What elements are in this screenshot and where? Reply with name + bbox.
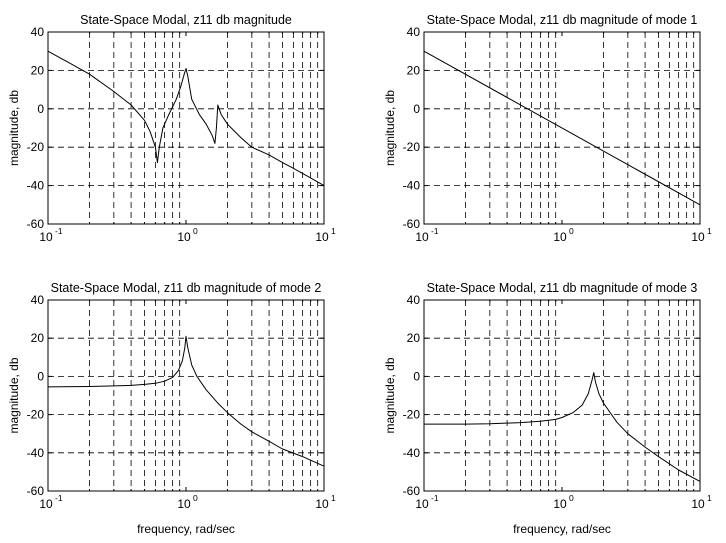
y-axis-label: magnitude, db [7, 357, 21, 433]
chart-title: State-Space Modal, z11 db magnitude of m… [427, 13, 698, 27]
y-tick-label: 40 [31, 25, 45, 39]
x-axis-label: frequency, rad/sec [137, 522, 235, 536]
y-tick-label: -60 [403, 217, 421, 231]
y-tick-label: -20 [27, 140, 45, 154]
y-tick-label: 40 [31, 293, 45, 307]
y-tick-label: 0 [413, 102, 420, 116]
x-tick-exponent: -1 [55, 226, 63, 236]
y-axis-label: magnitude, db [383, 90, 397, 166]
y-tick-label: -20 [403, 140, 421, 154]
y-axis-label: magnitude, db [383, 357, 397, 433]
x-tick-label: 10 [39, 497, 53, 511]
y-tick-label: -20 [27, 408, 45, 422]
x-tick-label: 10 [315, 497, 329, 511]
y-tick-label: 0 [413, 369, 420, 383]
y-tick-label: -40 [403, 179, 421, 193]
y-tick-label: 0 [37, 369, 44, 383]
x-tick-exponent: 1 [707, 226, 712, 236]
x-tick-exponent: 0 [193, 493, 198, 503]
y-tick-label: -60 [27, 484, 45, 498]
x-tick-exponent: 1 [331, 226, 336, 236]
x-tick-label: 10 [553, 497, 567, 511]
y-tick-label: 20 [407, 63, 421, 77]
y-tick-label: -40 [27, 446, 45, 460]
y-tick-label: 40 [407, 25, 421, 39]
x-tick-exponent: 0 [569, 493, 574, 503]
y-tick-label: -40 [403, 446, 421, 460]
y-tick-label: 20 [31, 331, 45, 345]
x-tick-label: 10 [177, 230, 191, 244]
x-tick-exponent: 1 [331, 493, 336, 503]
chart-title: State-Space Modal, z11 db magnitude of m… [427, 281, 698, 295]
y-tick-label: -60 [403, 484, 421, 498]
x-tick-label: 10 [177, 497, 191, 511]
series-line [424, 372, 701, 482]
x-axis-label: frequency, rad/sec [513, 522, 611, 536]
x-tick-exponent: -1 [431, 226, 439, 236]
y-tick-label: -20 [403, 408, 421, 422]
x-tick-label: 10 [691, 497, 705, 511]
x-tick-exponent: 1 [707, 493, 712, 503]
y-tick-label: -40 [27, 179, 45, 193]
x-tick-label: 10 [315, 230, 329, 244]
series-line [47, 50, 325, 187]
chart-title: State-Space Modal, z11 db magnitude of m… [51, 281, 322, 295]
y-axis-label: magnitude, db [7, 90, 21, 166]
x-tick-label: 10 [553, 230, 567, 244]
x-tick-exponent: -1 [431, 493, 439, 503]
series-line [423, 50, 701, 206]
x-tick-exponent: 0 [193, 226, 198, 236]
y-tick-label: 20 [407, 331, 421, 345]
y-tick-label: 20 [31, 63, 45, 77]
y-tick-label: 40 [407, 293, 421, 307]
chart-title: State-Space Modal, z11 db magnitude [80, 13, 292, 27]
y-tick-label: 0 [37, 102, 44, 116]
y-tick-label: -60 [27, 217, 45, 231]
x-tick-label: 10 [415, 497, 429, 511]
x-tick-exponent: -1 [55, 493, 63, 503]
series-line [47, 335, 325, 467]
x-tick-label: 10 [691, 230, 705, 244]
x-tick-label: 10 [415, 230, 429, 244]
x-tick-label: 10 [39, 230, 53, 244]
x-tick-exponent: 0 [569, 226, 574, 236]
